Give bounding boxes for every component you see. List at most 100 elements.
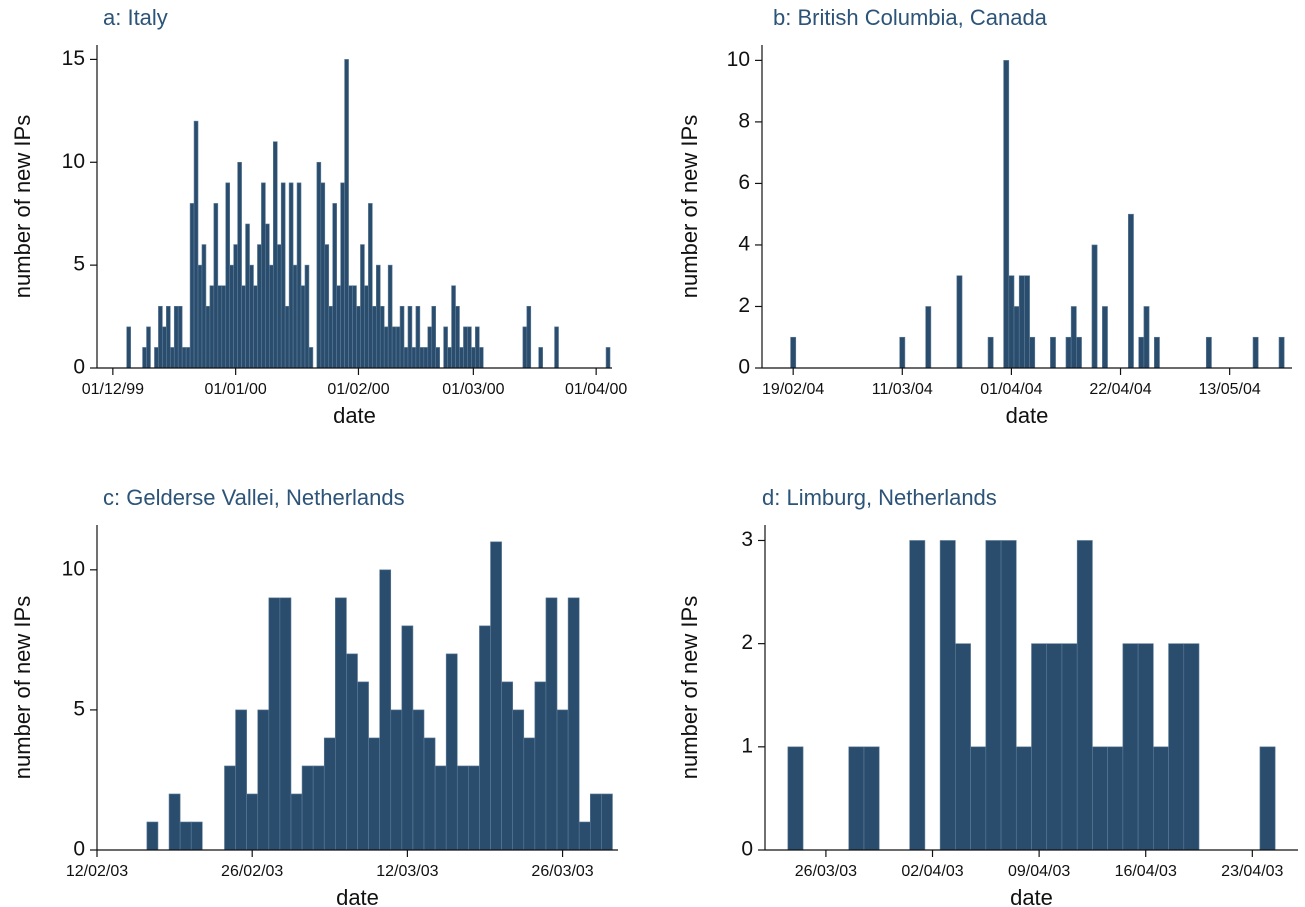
bar	[166, 305, 171, 369]
bar	[434, 765, 447, 851]
bar	[265, 223, 270, 369]
bar	[201, 244, 207, 369]
bar	[1278, 336, 1285, 369]
bar	[419, 347, 425, 369]
bar	[209, 285, 215, 369]
bar	[177, 305, 183, 369]
bar	[443, 326, 448, 369]
bar	[435, 347, 440, 369]
x-tick-label: 19/02/04	[762, 381, 824, 398]
bar	[301, 765, 314, 851]
panel-title: c: Gelderse Vallei, Netherlands	[103, 485, 405, 510]
bar	[205, 305, 211, 369]
y-tick-label: 0	[741, 838, 753, 861]
x-tick-label: 26/02/03	[221, 863, 283, 880]
y-tick-label: 0	[73, 356, 85, 379]
bar	[340, 182, 345, 369]
bar	[567, 597, 580, 851]
y-axis-label: number of new IPs	[10, 596, 35, 779]
bar	[249, 264, 254, 369]
bar	[290, 793, 303, 851]
bar	[162, 326, 167, 369]
bar	[1029, 336, 1036, 369]
bar	[323, 737, 336, 851]
bar	[225, 182, 231, 369]
bar	[1154, 336, 1160, 369]
bar	[280, 182, 286, 369]
y-tick-label: 5	[73, 253, 85, 276]
bar	[245, 223, 250, 369]
bar	[1138, 336, 1145, 369]
bar	[863, 746, 880, 851]
x-tick-label: 01/04/00	[565, 381, 627, 398]
bar	[316, 161, 322, 369]
y-tick-label: 2	[741, 631, 753, 654]
bar	[253, 285, 258, 369]
x-tick-label: 01/03/00	[442, 381, 504, 398]
bar	[335, 597, 347, 851]
bar	[467, 326, 472, 369]
bar	[1013, 306, 1020, 369]
x-tick-label: 22/04/04	[1089, 381, 1151, 398]
bar	[455, 305, 460, 369]
bar	[1122, 643, 1139, 851]
bar	[268, 597, 281, 851]
x-tick-label: 13/05/04	[1199, 381, 1261, 398]
bar	[1003, 60, 1010, 369]
x-tick-label: 12/03/03	[376, 863, 438, 880]
y-axis-label: number of new IPs	[677, 115, 702, 298]
x-tick-label: 12/02/03	[66, 863, 128, 880]
panel-title: d: Limburg, Netherlands	[762, 485, 997, 510]
y-tick-label: 15	[62, 47, 85, 70]
bar	[284, 305, 290, 369]
bar	[447, 347, 452, 369]
y-tick-label: 10	[62, 150, 85, 173]
bar	[787, 746, 804, 851]
bar	[390, 709, 403, 851]
panel-title: a: Italy	[103, 5, 168, 30]
x-tick-label: 09/04/03	[1008, 863, 1070, 880]
bar	[589, 793, 602, 851]
y-tick-label: 0	[73, 838, 85, 861]
bar	[126, 326, 131, 369]
x-tick-label: 01/01/00	[205, 381, 267, 398]
bar	[407, 305, 413, 369]
bar	[142, 347, 147, 369]
bar	[899, 336, 906, 369]
x-tick-label: 01/02/00	[327, 381, 389, 398]
y-tick-label: 0	[738, 356, 750, 379]
x-tick-label: 01/12/99	[82, 381, 144, 398]
bar	[189, 203, 195, 369]
bar	[411, 347, 417, 369]
bar	[1015, 746, 1032, 851]
bar	[401, 625, 414, 851]
bar	[237, 161, 242, 369]
bar	[320, 182, 326, 369]
bar	[158, 305, 163, 369]
bar	[190, 821, 203, 851]
bar	[257, 709, 270, 851]
y-tick-label: 8	[738, 109, 750, 132]
bar	[1065, 336, 1072, 369]
bar	[308, 347, 314, 369]
bar	[451, 285, 456, 369]
bar	[1137, 643, 1154, 851]
bar	[296, 182, 302, 369]
bar	[848, 746, 865, 851]
y-tick-label: 6	[738, 171, 750, 194]
bar	[1143, 306, 1150, 369]
bar	[229, 264, 234, 369]
bar	[909, 540, 926, 851]
bar	[276, 244, 282, 369]
bar	[1092, 746, 1108, 851]
bar	[1076, 336, 1082, 369]
bar	[235, 709, 247, 851]
x-tick-label: 26/03/03	[795, 863, 857, 880]
y-tick-label: 10	[727, 48, 750, 71]
bar	[578, 821, 591, 851]
y-tick-label: 4	[738, 232, 750, 255]
bar	[312, 765, 325, 851]
bar	[217, 285, 223, 369]
bar	[970, 746, 987, 851]
